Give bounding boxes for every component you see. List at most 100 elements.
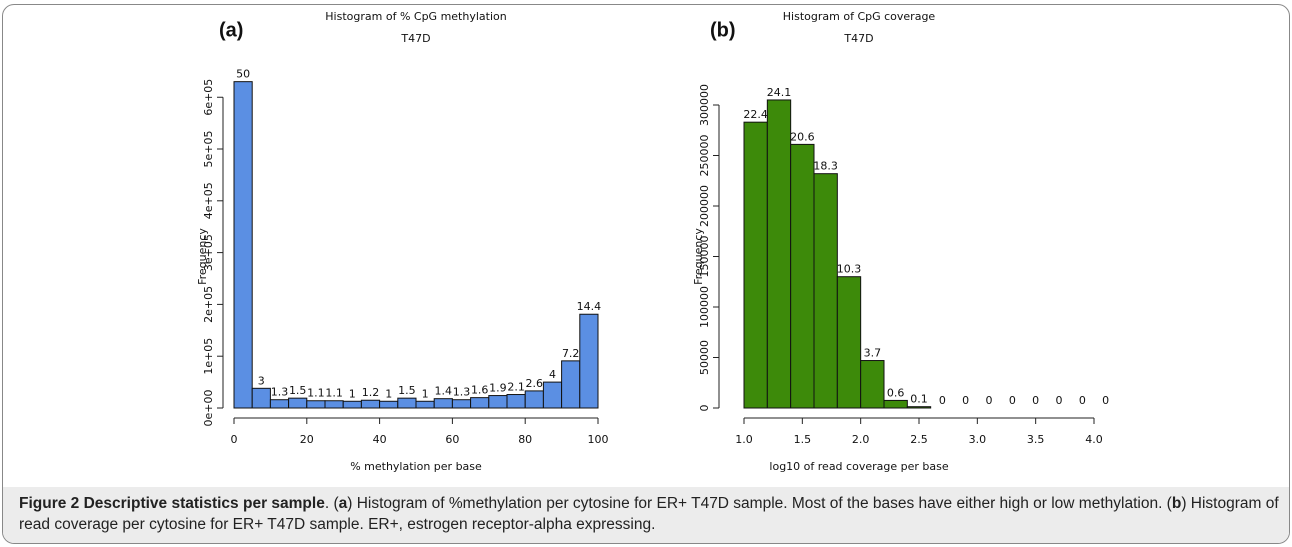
chart-subtitle: T47D [843,32,873,45]
bar [470,397,490,409]
bar [860,360,885,409]
bar [269,399,290,409]
value-label: 0.6 [887,386,905,399]
x-tick-label: 60 [445,433,459,446]
figure: (a) Histogram of % CpG methylation T47D % m… [196,10,1109,473]
x-tick-label: 3.0 [969,433,987,446]
value-label: 3.7 [864,347,882,360]
y-tick-label: 0e+00 [202,390,215,427]
value-label: 1.1 [307,387,325,400]
bar [883,399,908,409]
y-axis-label: Frequency [692,228,705,285]
y-tick-label: 2e+05 [202,286,215,323]
y-tick-label: 6e+05 [202,79,215,116]
x-tick-label: 40 [373,433,387,446]
bar [324,400,344,409]
value-label: 1.5 [289,384,307,397]
value-label: 50 [236,68,250,81]
y-tick-label: 100000 [698,286,711,328]
x-tick-label: 2.5 [910,433,928,446]
bar [379,400,399,409]
bar [743,121,768,409]
value-label: 18.3 [813,160,838,173]
value-label: 1.9 [489,382,507,395]
x-tick-label: 20 [300,433,314,446]
value-label: 4 [549,368,556,381]
value-label: 1.6 [471,384,489,397]
bar [906,406,932,409]
bar [233,81,253,409]
x-tick-label: 1.0 [735,433,753,446]
bar [506,394,526,409]
bar [766,99,792,409]
value-label: 0 [962,394,969,407]
value-label: 0 [1056,394,1063,407]
bar [415,400,435,409]
caption-panel: a [338,495,348,512]
value-label: 0 [939,394,946,407]
value-label: 1.2 [362,386,380,399]
value-label: 0 [1079,394,1086,407]
y-tick-label: 300000 [698,84,711,126]
value-label: 1.3 [271,386,289,399]
bar [561,360,581,409]
y-tick-label: 150000 [698,236,711,278]
bar [360,399,381,409]
caption-text: ) Histogram of read coverage per cytosin… [19,495,1279,533]
y-tick-label: 3e+05 [202,234,215,271]
bar [836,276,862,409]
bar [488,395,508,409]
value-label: 1.5 [398,384,416,397]
value-label: 22.4 [743,108,768,121]
x-tick-label: 100 [588,433,609,446]
value-label: 14.4 [577,300,602,313]
value-label: 1 [385,387,392,400]
value-label: 7.2 [562,347,580,360]
bar [579,313,599,409]
x-tick-label: 80 [518,433,532,446]
chart-title: Histogram of CpG coverage [783,10,936,23]
panel-label: (a) [219,19,243,41]
value-label: 10.3 [837,263,862,276]
caption: Figure 2 Descriptive statistics per samp… [3,487,1289,543]
bar [397,397,417,409]
y-tick-label: 1e+05 [202,338,215,375]
value-label: 2.1 [507,381,525,394]
figure-frame: (a) Histogram of % CpG methylation T47D % m… [2,4,1290,544]
value-label: 3 [258,374,265,387]
x-tick-label: 0 [231,433,238,446]
y-axis-label: Frequency [196,228,209,285]
chart-subtitle: T47D [400,32,430,45]
x-tick-label: 4.0 [1085,433,1103,446]
panel-label: (b) [710,19,736,41]
y-tick-label: 5e+05 [202,131,215,168]
value-label: 0 [1009,394,1016,407]
value-label: 1.3 [453,386,471,399]
bar [306,400,326,409]
bar [524,390,544,409]
value-label: 1.4 [435,385,453,398]
bar [813,173,838,409]
value-label: 1 [349,387,356,400]
bar [542,381,563,409]
value-label: 24.1 [767,86,792,99]
value-label: 0.1 [910,393,928,406]
value-label: 0 [1032,394,1039,407]
bar [790,143,815,409]
x-axis-label: log10 of read coverage per base [769,460,948,473]
caption-title: Figure 2 Descriptive statistics per samp… [19,495,325,512]
bar [342,400,362,409]
caption-panel: b [1171,495,1182,512]
bar [433,398,453,409]
x-axis-label: % methylation per base [350,460,482,473]
x-tick-label: 3.5 [1027,433,1045,446]
y-tick-label: 0 [698,405,711,412]
caption-text: . ( [324,495,339,512]
bar [288,397,308,409]
x-tick-label: 2.0 [852,433,870,446]
value-label: 0 [1102,394,1109,407]
y-tick-label: 250000 [698,135,711,177]
chart-title: Histogram of % CpG methylation [325,10,506,23]
bar [251,387,271,409]
value-label: 2.6 [526,377,544,390]
